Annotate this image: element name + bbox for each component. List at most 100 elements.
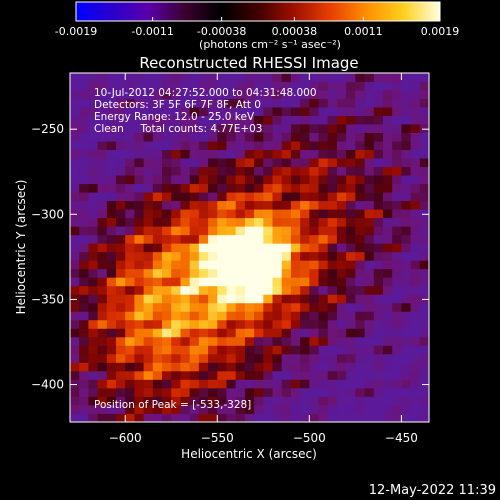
heatmap-cell	[79, 166, 89, 176]
heatmap-cell	[235, 404, 246, 414]
heatmap-cell	[152, 302, 163, 312]
heatmap-cell	[309, 192, 319, 202]
heatmap-cell	[318, 209, 329, 219]
heatmap-cell	[290, 149, 301, 159]
heatmap-cell	[254, 107, 264, 116]
heatmap-cell	[125, 277, 135, 287]
heatmap-cell	[88, 226, 99, 236]
heatmap-cell	[79, 302, 89, 312]
heatmap-cell	[401, 192, 411, 202]
heatmap-cell	[125, 90, 135, 99]
heatmap-cell	[401, 175, 411, 185]
heatmap-cell	[364, 294, 375, 304]
heatmap-cell	[134, 311, 145, 321]
heatmap-cell	[217, 311, 227, 321]
heatmap-cell	[226, 362, 237, 372]
heatmap-cell	[382, 345, 393, 355]
heatmap-cell	[162, 107, 172, 116]
heatmap-cell	[382, 379, 393, 389]
heatmap-cell	[244, 243, 255, 253]
heatmap-cell	[309, 251, 319, 261]
heatmap-cell	[208, 260, 218, 270]
heatmap-cell	[382, 158, 393, 168]
heatmap-cell	[189, 336, 200, 346]
heatmap-cell	[309, 115, 319, 125]
heatmap-cell	[300, 166, 310, 176]
heatmap-cell	[116, 260, 126, 270]
heatmap-cell	[346, 260, 356, 270]
heatmap-cell	[364, 217, 375, 227]
heatmap-cell	[152, 183, 163, 193]
heatmap-cell	[355, 200, 365, 210]
heatmap-cell	[171, 268, 181, 278]
heatmap-cell	[208, 396, 218, 406]
heatmap-cell	[263, 98, 273, 108]
heatmap-cell	[373, 90, 384, 99]
heatmap-cell	[272, 353, 283, 363]
heatmap-cell	[189, 234, 200, 244]
heatmap-cell	[346, 209, 356, 219]
heatmap-cell	[180, 183, 191, 193]
heatmap-cell	[116, 362, 126, 372]
heatmap-cell	[410, 370, 421, 380]
heatmap-cell	[125, 370, 135, 380]
heatmap-cell	[134, 124, 145, 133]
heatmap-cell	[143, 234, 154, 244]
heatmap-cell	[336, 362, 347, 372]
heatmap-cell	[373, 200, 384, 210]
heatmap-cell	[392, 345, 402, 355]
heatmap-cell	[152, 319, 163, 329]
heatmap-cell	[355, 149, 365, 159]
heatmap-cell	[392, 166, 402, 176]
heatmap-cell	[281, 243, 292, 253]
heatmap-cell	[70, 166, 80, 176]
heatmap-cell	[88, 294, 99, 304]
heatmap-cell	[162, 345, 172, 355]
colorbar-tick-label: -0.0011	[131, 25, 173, 38]
heatmap-cell	[336, 158, 347, 168]
heatmap-cell	[143, 345, 154, 355]
heatmap-cell	[217, 192, 227, 202]
heatmap-cell	[300, 319, 310, 329]
heatmap-cell	[300, 285, 310, 295]
heatmap-cell	[106, 200, 117, 210]
heatmap-cell	[336, 387, 347, 397]
heatmap-cell	[106, 149, 117, 159]
heatmap-cell	[152, 251, 163, 261]
heatmap-cell	[134, 396, 145, 406]
heatmap-cell	[373, 396, 384, 406]
heatmap-cell	[217, 107, 227, 116]
heatmap-cell	[79, 200, 89, 210]
heatmap-cell	[226, 90, 237, 99]
heatmap-cell	[410, 336, 421, 346]
heatmap-cell	[244, 302, 255, 312]
heatmap-cell	[272, 107, 283, 116]
heatmap-cell	[373, 353, 384, 363]
heatmap-cell	[79, 73, 89, 82]
heatmap-cell	[392, 124, 402, 133]
heatmap-cell	[198, 268, 209, 278]
heatmap-cell	[318, 107, 329, 116]
heatmap-cell	[364, 175, 375, 185]
heatmap-cell	[88, 200, 99, 210]
heatmap-cell	[226, 345, 237, 355]
heatmap-cell	[392, 379, 402, 389]
heatmap-cell	[180, 192, 191, 202]
heatmap-cell	[327, 404, 338, 414]
heatmap-cell	[226, 336, 237, 346]
heatmap-cell	[235, 311, 246, 321]
heatmap-cell	[106, 132, 117, 142]
heatmap-cell	[300, 404, 310, 414]
heatmap-cell	[116, 413, 126, 422]
heatmap-cell	[309, 124, 319, 133]
heatmap-cell	[419, 379, 429, 389]
heatmap-cell	[309, 226, 319, 236]
heatmap-cell	[143, 107, 154, 116]
heatmap-cell	[143, 302, 154, 312]
heatmap-cell	[198, 73, 209, 82]
heatmap-cell	[235, 183, 246, 193]
heatmap-cell	[309, 353, 319, 363]
heatmap-cell	[226, 200, 237, 210]
heatmap-cell	[410, 396, 421, 406]
heatmap-cell	[290, 379, 301, 389]
